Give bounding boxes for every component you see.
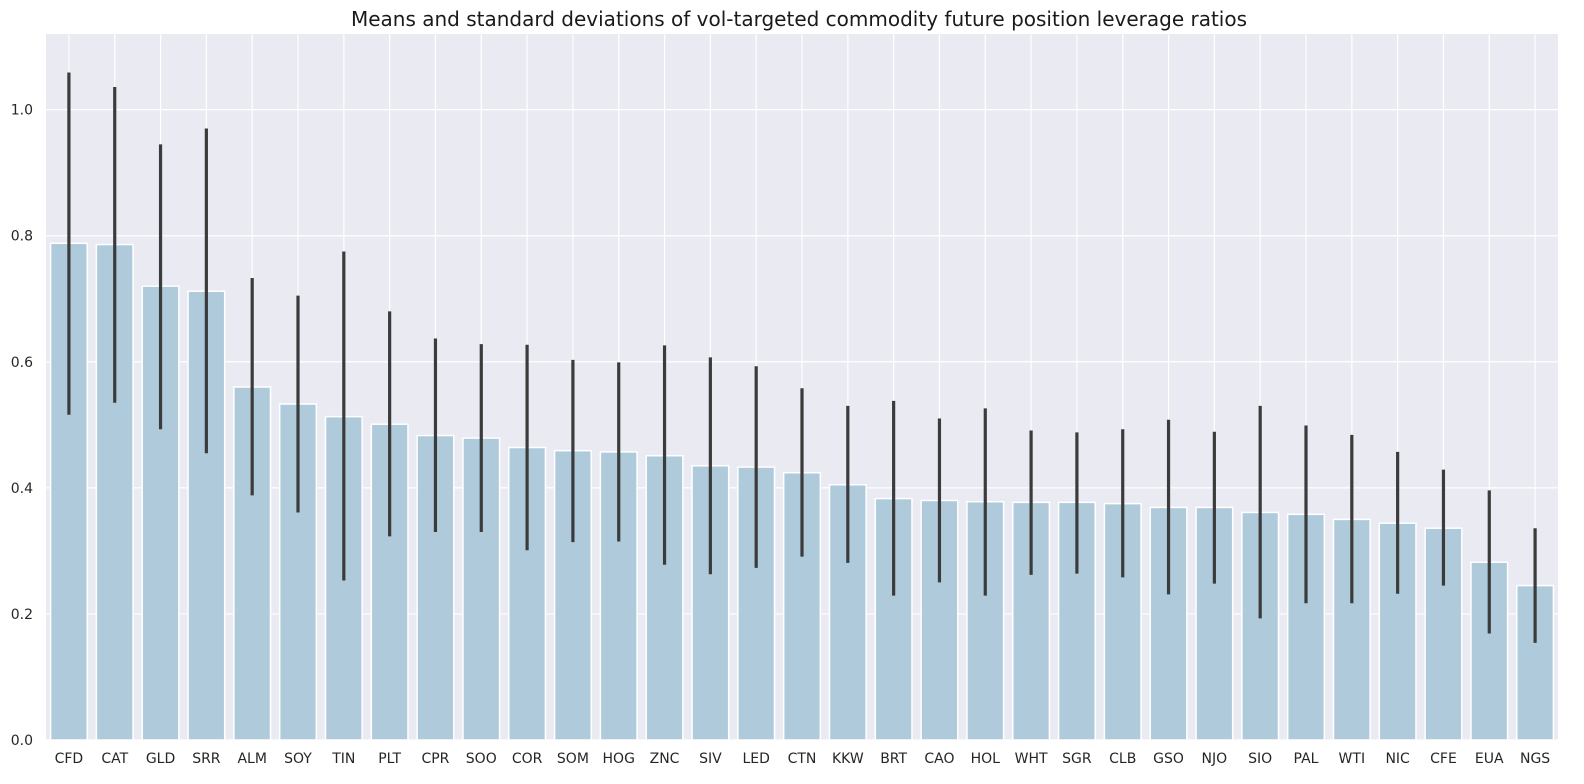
x-tick-label: CTN <box>788 751 817 767</box>
x-tick-label: KKW <box>832 751 864 767</box>
x-tick-label: CAO <box>924 751 954 767</box>
y-tick-label: 0.8 <box>11 229 33 245</box>
x-tick-label: HOL <box>971 751 1001 767</box>
x-tick-label: PLT <box>378 751 401 767</box>
x-tick-label: CPR <box>421 751 449 767</box>
x-tick-label: NJO <box>1202 751 1228 767</box>
x-tick-label: CFD <box>55 751 84 767</box>
y-tick-label: 0.4 <box>11 481 33 497</box>
x-tick-label: LED <box>742 751 769 767</box>
chart-title: Means and standard deviations of vol-tar… <box>351 7 1247 31</box>
x-tick-label: WHT <box>1015 751 1048 767</box>
x-tick-label: SGR <box>1062 751 1092 767</box>
x-tick-label: SOY <box>284 751 312 767</box>
x-tick-label: GSO <box>1153 751 1184 767</box>
y-tick-label: 0.6 <box>11 355 33 371</box>
x-tick-label: GLD <box>146 751 175 767</box>
x-tick-label: BRT <box>880 751 907 767</box>
x-tick-label: SRR <box>192 751 221 767</box>
x-tick-label: EUA <box>1475 751 1504 767</box>
x-tick-label: CLB <box>1109 751 1136 767</box>
y-tick-label: 0.2 <box>11 607 33 623</box>
y-tick-label: 1.0 <box>11 103 33 119</box>
x-tick-label: PAL <box>1294 751 1319 767</box>
bars <box>49 242 1555 741</box>
x-tick-label: SIV <box>699 751 722 767</box>
x-tick-label: SOM <box>557 751 589 767</box>
x-tick-label: ALM <box>237 751 266 767</box>
x-tick-label: SOO <box>466 751 497 767</box>
x-tick-label: HOG <box>603 751 635 767</box>
x-tick-label: COR <box>512 751 543 767</box>
x-tick-label: CFE <box>1430 751 1457 767</box>
y-axis-tick-labels: 0.0 0.2 0.4 0.6 0.8 1.0 <box>11 103 33 749</box>
error-bars <box>67 72 1537 643</box>
bar-clb <box>1103 502 1142 741</box>
x-axis-tick-labels: CFD CAT GLD SRR ALM SOY TIN PLT CPR SOO COR SOM HOG Z… <box>55 751 1551 767</box>
y-tick-label: 0.0 <box>11 733 33 749</box>
x-tick-label: NGS <box>1520 751 1550 767</box>
x-tick-label: CAT <box>101 751 128 767</box>
x-tick-label: WTI <box>1339 751 1366 767</box>
x-tick-label: TIN <box>331 751 355 767</box>
x-tick-label: SIO <box>1248 751 1272 767</box>
x-tick-label: NIC <box>1385 751 1410 767</box>
x-tick-label: ZNC <box>650 751 680 767</box>
